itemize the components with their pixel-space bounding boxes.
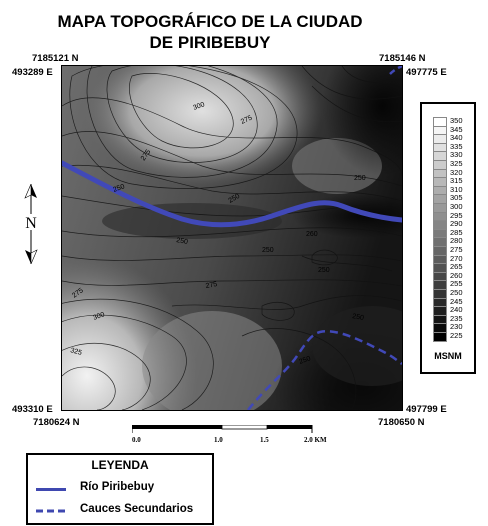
coord-top-right-north: 7185146 N [379, 53, 426, 64]
legend-item-label: Cauces Secundarios [80, 503, 194, 515]
elevation-level-label: 250 [450, 288, 463, 297]
secondary-stream-1 [247, 330, 402, 410]
elevation-level-label: 345 [450, 124, 463, 134]
coord-bottom-left-east: 493310 E [12, 404, 53, 415]
legend-item-label: Río Piribebuy [80, 481, 155, 493]
elevation-level-label: 290 [450, 219, 463, 229]
elevation-level-label: 225 [450, 331, 463, 340]
contour-label: 275 [205, 281, 218, 290]
coord-top-right-east: 497775 E [406, 67, 447, 78]
contour-label: 300 [192, 101, 205, 112]
scale-label-0: 0.0 [132, 436, 141, 444]
elevation-level-label: 320 [450, 167, 463, 177]
elevation-level-label: 330 [450, 150, 463, 160]
elevation-level-label: 275 [450, 245, 463, 254]
elevation-level-label: 270 [450, 253, 463, 263]
contour-label: 260 [306, 231, 318, 238]
contour-label: 250 [354, 175, 366, 182]
topographic-map: 300 275 275 250 250 250 250 260 250 275 … [61, 65, 403, 411]
scale-label-3: 2.0 KM [304, 436, 327, 444]
elevation-level-label: 300 [450, 202, 463, 211]
river-piribebuy [62, 160, 402, 228]
map-title-line2: DE PIRIBEBUY [149, 33, 271, 52]
elevation-level-label: 325 [450, 159, 463, 168]
contour-label: 250 [228, 193, 242, 205]
elevation-level-label: 305 [450, 193, 463, 203]
scale-label-1: 1.0 [214, 436, 223, 444]
elevation-level-label: 255 [450, 279, 463, 289]
contour-label: 325 [69, 347, 82, 357]
coord-bottom-left-north: 7180624 N [33, 417, 80, 428]
secondary-stream-2 [389, 66, 402, 75]
scale-bar-graphic [132, 425, 313, 433]
elevation-level-label: 335 [450, 141, 463, 151]
north-arrow: N [17, 183, 45, 265]
contour-label: 250 [352, 313, 365, 322]
contour-label: 250 [112, 183, 125, 194]
coord-top-left-east: 493289 E [12, 67, 53, 78]
legend-title: LEYENDA [91, 458, 149, 472]
elevation-level-label: 280 [450, 236, 463, 246]
elevation-level-label: 310 [450, 184, 463, 194]
elevation-level-label: 265 [450, 262, 463, 272]
elevation-level-label: 350 [450, 116, 463, 125]
legend-dashed-line-icon [36, 509, 66, 513]
contour-label: 250 [298, 355, 311, 366]
elevation-swatch [433, 332, 447, 342]
scale-label-2: 1.5 [260, 436, 269, 444]
coord-top-left-north: 7185121 N [32, 53, 79, 64]
elevation-level-label: 245 [450, 296, 463, 306]
contour-label: 300 [92, 311, 105, 322]
elevation-level-label: 230 [450, 322, 463, 332]
contour-label: 275 [240, 114, 254, 125]
elevation-level-label: 260 [450, 270, 463, 280]
map-legend: LEYENDA Río Piribebuy Cauces Secundarios [26, 453, 214, 525]
map-title-line1: MAPA TOPOGRÁFICO DE LA CIUDAD [57, 12, 363, 31]
scale-bar: 0.0 1.0 1.5 2.0 KM [132, 425, 344, 449]
legend-solid-line-icon [36, 488, 66, 491]
elevation-level-label: 285 [450, 227, 463, 237]
elevation-level-label: 235 [450, 313, 463, 323]
contour-label: 250 [318, 267, 330, 274]
contour-label: 250 [176, 237, 189, 246]
coord-bottom-right-east: 497799 E [406, 404, 447, 415]
elevation-level-label: 315 [450, 176, 463, 186]
coord-bottom-right-north: 7180650 N [378, 417, 425, 428]
north-arrow-icon: N [19, 183, 43, 265]
elevation-level-label: 295 [450, 210, 463, 220]
map-canvas: 300 275 275 250 250 250 250 260 250 275 … [62, 66, 402, 410]
elevation-unit-label: MSNM [434, 351, 462, 361]
elevation-level-label: 340 [450, 133, 463, 143]
elevation-scale: 350 345 340 335 330 325 320 315 310 305 300 295 290 2… [420, 102, 476, 374]
contour-label: 250 [262, 247, 274, 254]
north-label: N [25, 215, 37, 232]
elevation-level-label: 240 [450, 305, 463, 315]
